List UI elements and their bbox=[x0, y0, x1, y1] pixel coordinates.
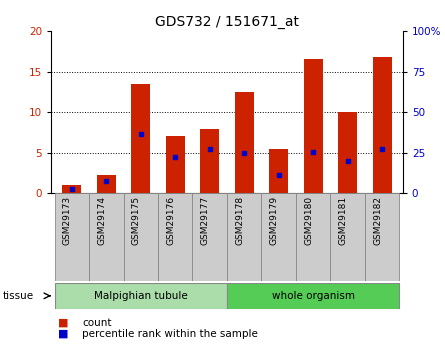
Text: GSM29178: GSM29178 bbox=[235, 196, 244, 245]
Bar bbox=[200, 129, 219, 193]
Bar bbox=[303, 59, 323, 193]
Bar bbox=[97, 175, 116, 193]
Text: count: count bbox=[82, 318, 112, 327]
Bar bbox=[227, 193, 261, 281]
Bar bbox=[55, 283, 227, 309]
Text: Malpighian tubule: Malpighian tubule bbox=[94, 291, 188, 301]
Bar bbox=[62, 185, 81, 193]
Bar bbox=[269, 149, 288, 193]
Bar bbox=[55, 193, 89, 281]
Text: GSM29182: GSM29182 bbox=[373, 196, 382, 245]
Bar bbox=[193, 193, 227, 281]
Bar bbox=[89, 193, 124, 281]
Text: ■: ■ bbox=[58, 318, 69, 327]
Bar bbox=[235, 92, 254, 193]
Text: percentile rank within the sample: percentile rank within the sample bbox=[82, 329, 258, 339]
Bar bbox=[338, 112, 357, 193]
Bar bbox=[296, 193, 330, 281]
Title: GDS732 / 151671_at: GDS732 / 151671_at bbox=[155, 14, 299, 29]
Text: GSM29181: GSM29181 bbox=[339, 196, 348, 245]
Bar bbox=[158, 193, 193, 281]
Text: GSM29174: GSM29174 bbox=[97, 196, 106, 245]
Bar bbox=[261, 193, 296, 281]
Text: GSM29180: GSM29180 bbox=[304, 196, 313, 245]
Bar bbox=[131, 84, 150, 193]
Text: GSM29179: GSM29179 bbox=[270, 196, 279, 245]
Text: GSM29175: GSM29175 bbox=[132, 196, 141, 245]
Text: ■: ■ bbox=[58, 329, 69, 339]
Text: GSM29173: GSM29173 bbox=[63, 196, 72, 245]
Bar bbox=[365, 193, 399, 281]
Bar bbox=[330, 193, 365, 281]
Bar bbox=[372, 57, 392, 193]
Bar bbox=[227, 283, 399, 309]
Text: GSM29176: GSM29176 bbox=[166, 196, 175, 245]
Bar bbox=[124, 193, 158, 281]
Bar bbox=[166, 136, 185, 193]
Text: whole organism: whole organism bbox=[271, 291, 355, 301]
Text: GSM29177: GSM29177 bbox=[201, 196, 210, 245]
Text: tissue: tissue bbox=[2, 291, 33, 301]
